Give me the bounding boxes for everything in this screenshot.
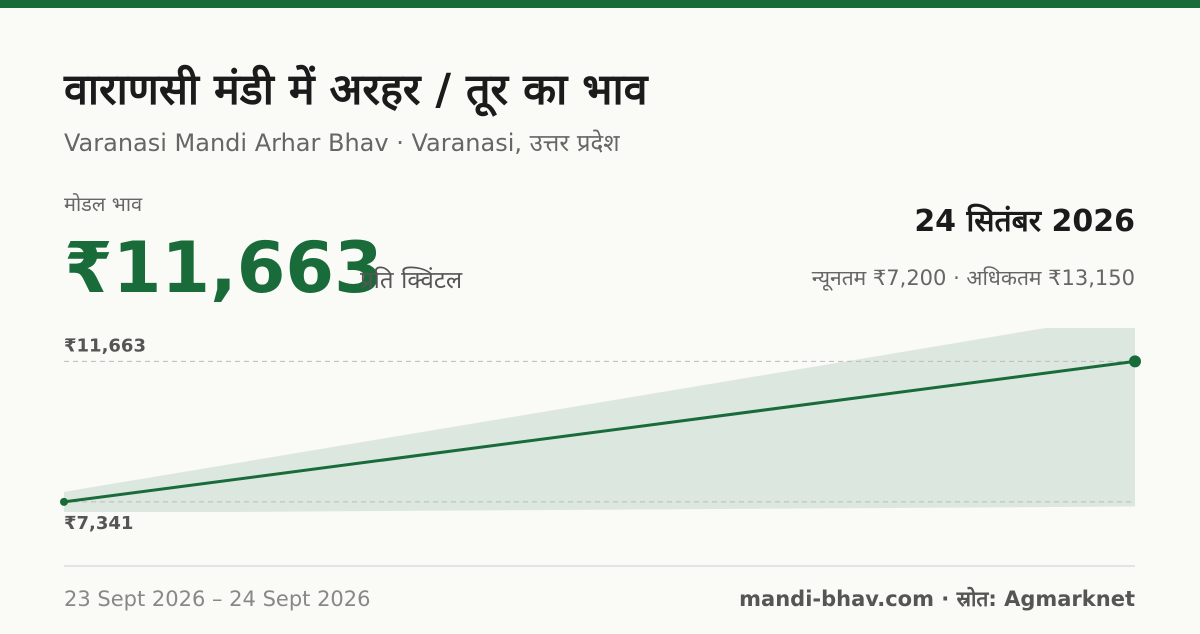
chart: ₹11,663 ₹7,341 — [60, 328, 1141, 534]
price-label: मोडल भाव — [64, 192, 143, 216]
reference-label: ₹11,663 — [64, 335, 146, 356]
price-range: न्यूनतम ₹7,200 · अधिकतम ₹13,150 — [812, 266, 1135, 291]
reference-label: ₹7,341 — [64, 513, 133, 534]
footer-range: 23 Sept 2026 – 24 Sept 2026 — [64, 587, 371, 611]
data-point — [60, 497, 68, 506]
subtitle: Varanasi Mandi Arhar Bhav · Varanasi, उत… — [64, 129, 620, 157]
title: वाराणसी मंडी में अरहर / तूर का भाव — [63, 64, 650, 117]
footer-source: mandi-bhav.com · स्रोत: Agmarknet — [739, 586, 1135, 611]
date: 24 सितंबर 2026 — [914, 203, 1135, 239]
price-value: ₹11,663 — [64, 227, 383, 309]
price-unit: प्रति क्विंटल — [360, 266, 463, 294]
price-line — [63, 359, 1136, 504]
top-bar — [0, 0, 1200, 8]
data-point — [1129, 355, 1141, 368]
